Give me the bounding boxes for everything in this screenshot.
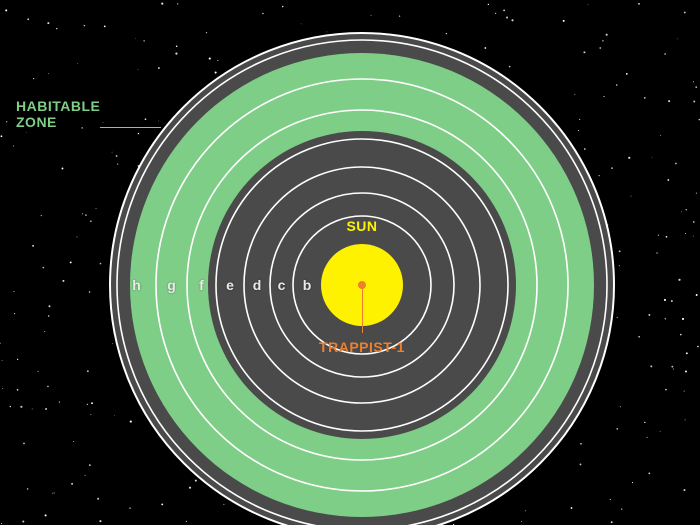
orbit-label-e: e	[226, 277, 234, 293]
habitable-zone-text-line2: ZONE	[16, 114, 57, 130]
habitable-zone-label: HABITABLE ZONE	[16, 98, 100, 130]
trappist-1-label: TRAPPIST-1	[319, 339, 405, 355]
orbit-label-f: f	[199, 277, 204, 293]
orbit-label-g: g	[167, 277, 176, 293]
sun-label: SUN	[346, 218, 377, 234]
diagram-stage: HABITABLE ZONE SUN TRAPPIST-1 b cd e f g h	[0, 0, 700, 525]
orbit-label-c: c	[278, 277, 286, 293]
habitable-zone-text-line1: HABITABLE	[16, 98, 100, 114]
orbit-label-h: h	[132, 277, 141, 293]
orbit-label-b: b	[303, 277, 312, 293]
habitable-zone-connector	[100, 127, 161, 128]
orbit-label-d: d	[253, 277, 262, 293]
diagram-svg	[0, 0, 700, 525]
trappist-1-pointer	[362, 288, 363, 333]
